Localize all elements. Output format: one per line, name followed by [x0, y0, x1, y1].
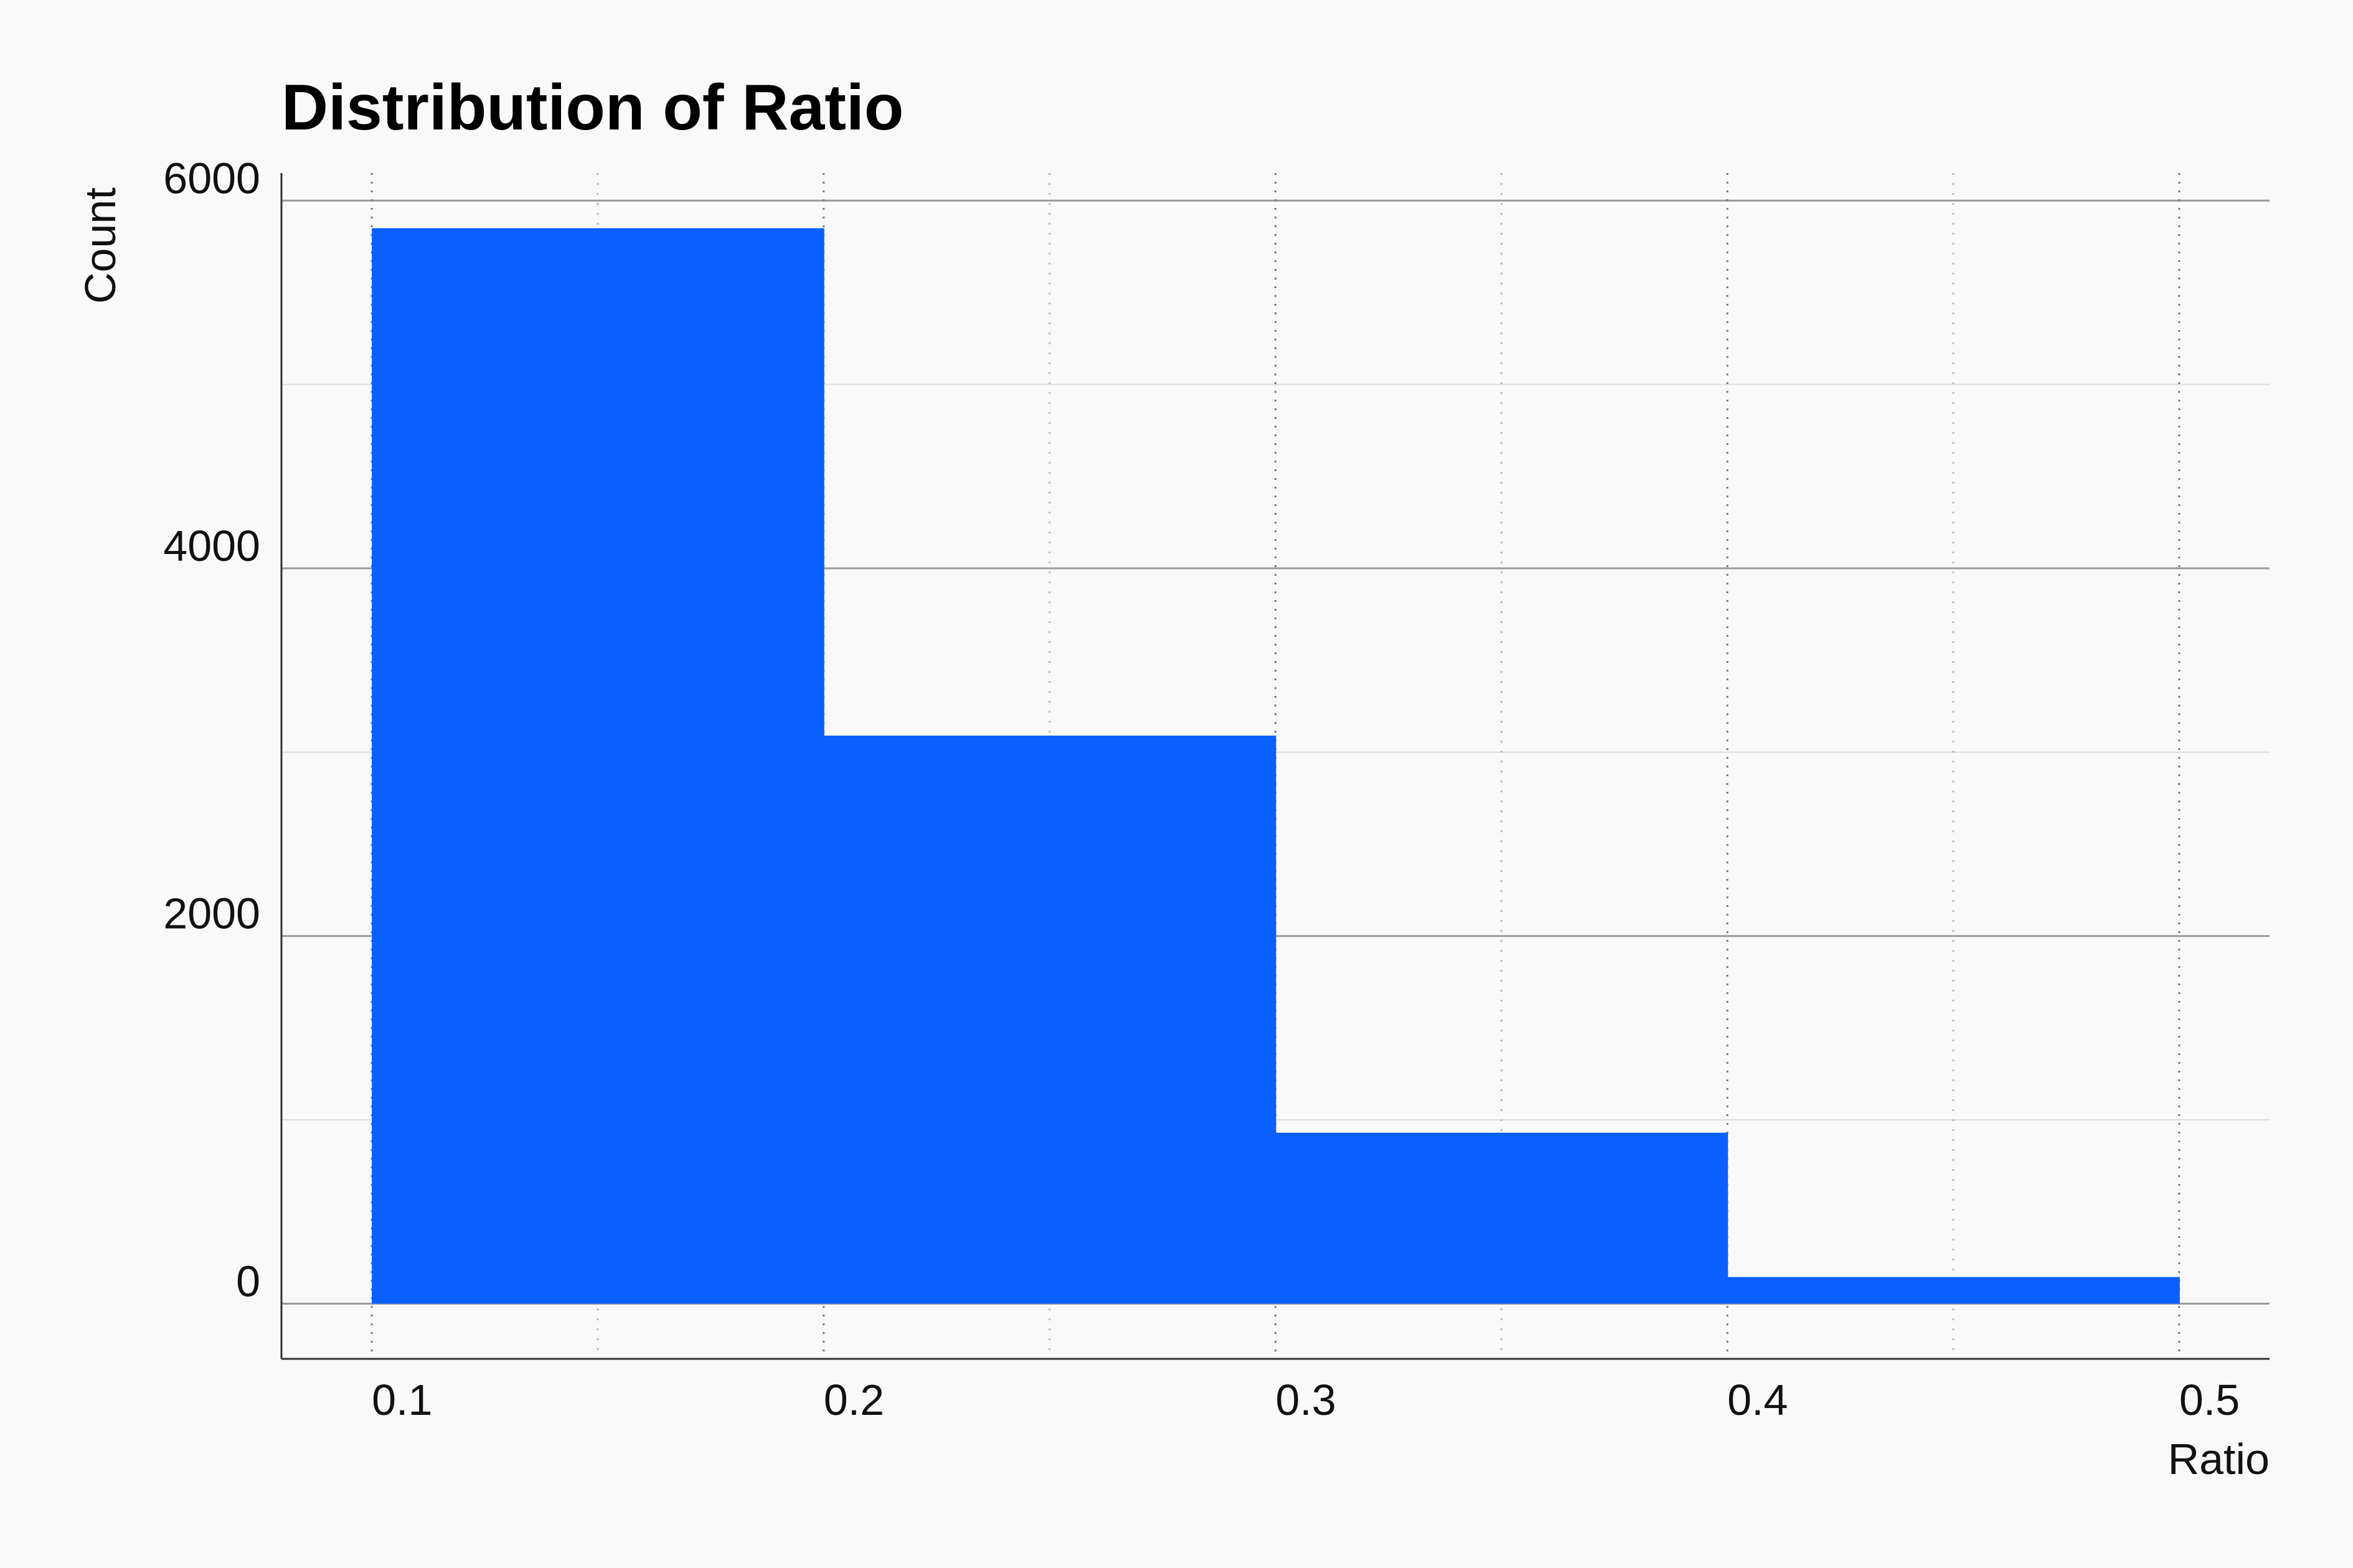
tick-labels: 0 2000 4000 6000 0.1 0.2 0.3 0.4 0.5: [163, 154, 2240, 1424]
axes-layer: [280, 173, 2270, 1360]
y-axis-label: Count: [76, 187, 125, 304]
bars-layer: [372, 228, 2180, 1304]
histogram-bar-2: [823, 735, 1276, 1304]
y-tick-label: 0: [236, 1257, 260, 1305]
y-tick-label: 4000: [163, 522, 260, 570]
histogram-bar-3: [1275, 1132, 1728, 1304]
histogram-bar-4: [1727, 1277, 2180, 1304]
x-tick-label: 0.1: [372, 1376, 432, 1424]
y-tick-label: 2000: [163, 890, 260, 938]
x-tick-label: 0.3: [1276, 1376, 1336, 1424]
x-tick-label: 0.4: [1727, 1376, 1788, 1424]
x-tick-label: 0.2: [824, 1376, 884, 1424]
chart-title: Distribution of Ratio: [281, 72, 903, 144]
x-tick-label: 0.5: [2179, 1376, 2240, 1424]
x-axis-label: Ratio: [2168, 1435, 2270, 1483]
histogram-bar-1: [372, 228, 824, 1304]
y-tick-label: 6000: [163, 154, 260, 202]
